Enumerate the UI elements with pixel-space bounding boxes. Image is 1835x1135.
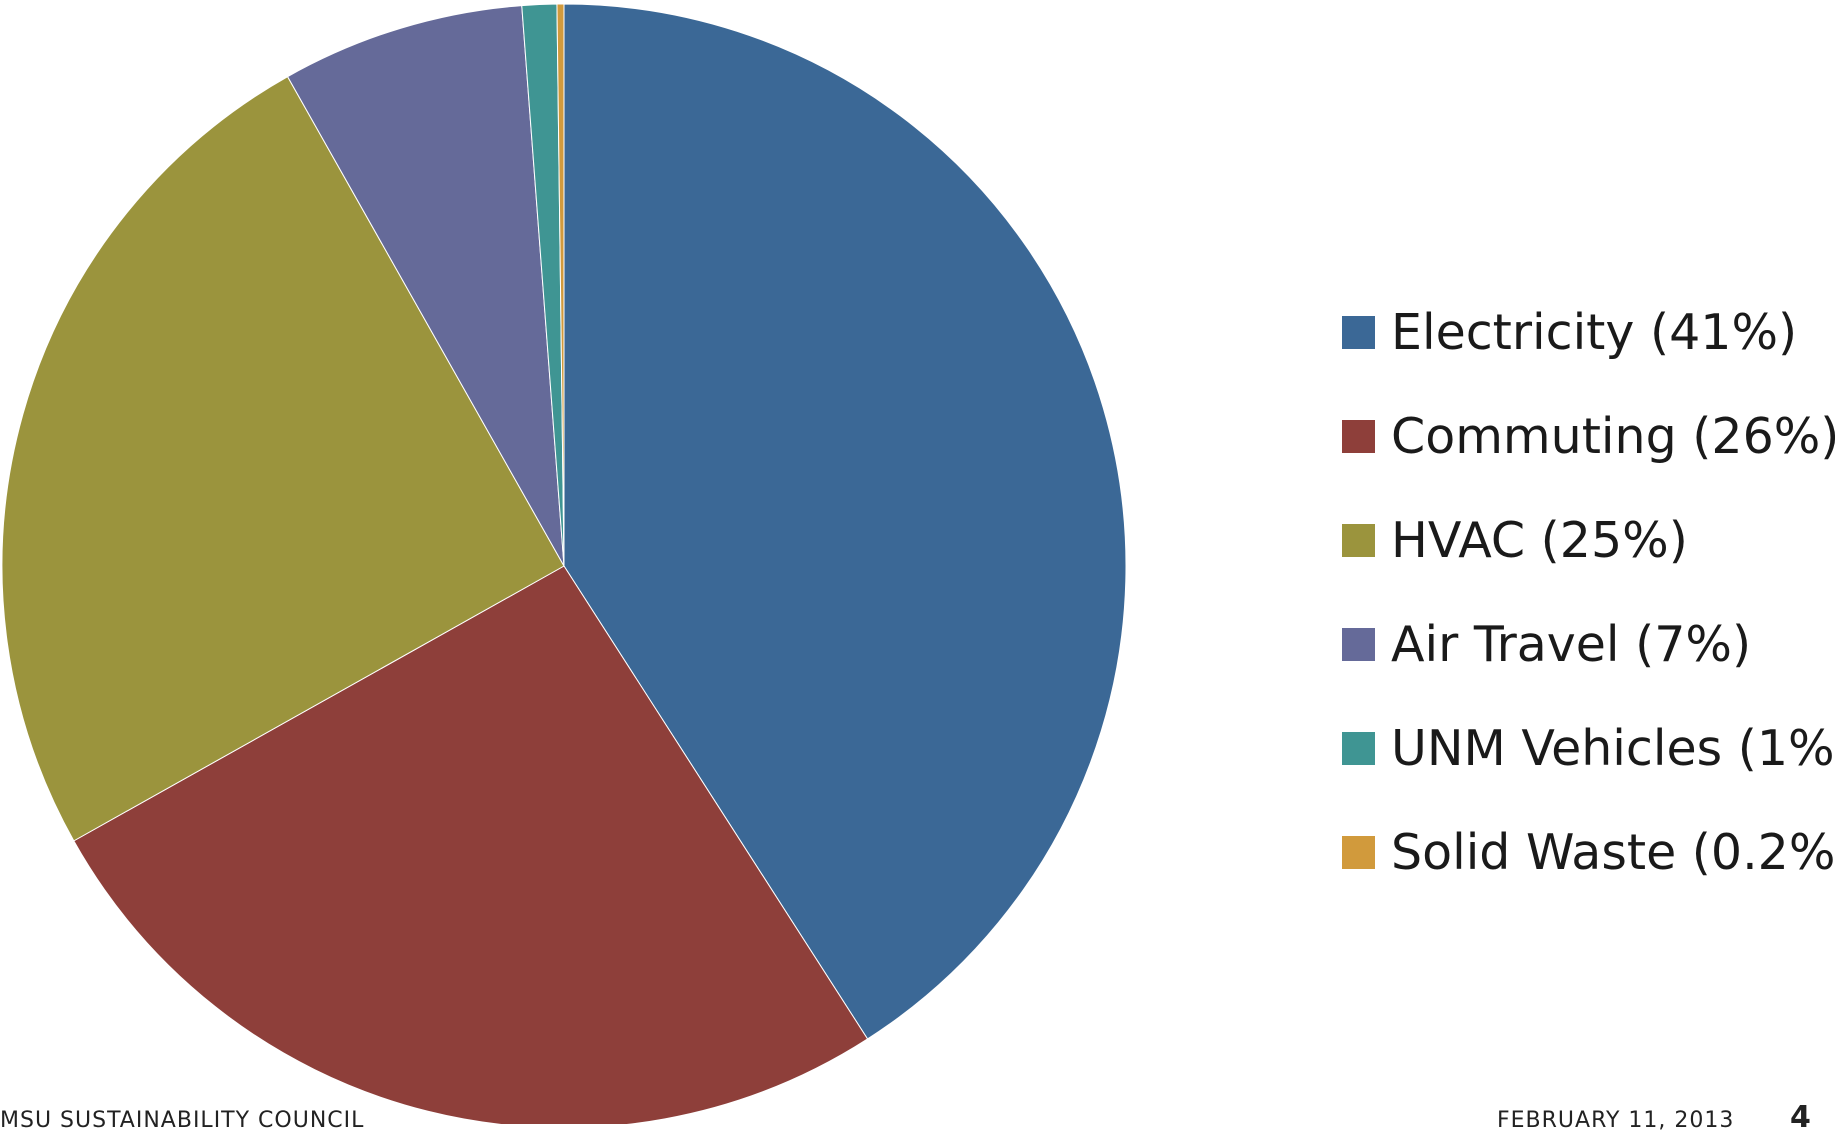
legend-item-unm-vehicles: UNM Vehicles (1%) [1342,696,1835,800]
legend-label-hvac: HVAC (25%) [1391,511,1688,569]
legend-swatch-electricity [1342,315,1375,349]
legend-item-air-travel: Air Travel (7%) [1342,592,1835,696]
pie-slice-electricity [563,3,1127,1040]
pie-slice-commuting [73,565,869,1124]
legend-label-unm-vehicles: UNM Vehicles (1%) [1391,719,1835,777]
legend-item-hvac: HVAC (25%) [1342,488,1835,592]
legend-swatch-unm-vehicles [1342,731,1375,765]
legend-label-solid-waste: Solid Waste (0.2%) [1391,823,1835,881]
pie-slice-air-travel [286,5,565,567]
legend-swatch-commuting [1342,419,1375,453]
pie-slice-hvac [1,75,565,842]
legend-item-solid-waste: Solid Waste (0.2%) [1342,800,1835,904]
chart-legend: Electricity (41%) Commuting (26%) HVAC (… [1342,280,1835,904]
legend-label-air-travel: Air Travel (7%) [1391,615,1752,673]
footer-date: FEBRUARY 11, 2013 [1497,1108,1735,1133]
legend-item-electricity: Electricity (41%) [1342,280,1835,384]
legend-label-electricity: Electricity (41%) [1391,303,1798,361]
pie-slice-solid-waste [556,3,565,567]
footer-organization: MSU SUSTAINABILITY COUNCIL [0,1108,365,1133]
legend-swatch-solid-waste [1342,835,1375,869]
legend-label-commuting: Commuting (26%) [1391,407,1835,465]
pie-chart [1,3,1127,1124]
page-number: 4 [1790,1100,1811,1135]
legend-swatch-air-travel [1342,627,1375,661]
legend-swatch-hvac [1342,523,1375,557]
legend-item-commuting: Commuting (26%) [1342,384,1835,488]
